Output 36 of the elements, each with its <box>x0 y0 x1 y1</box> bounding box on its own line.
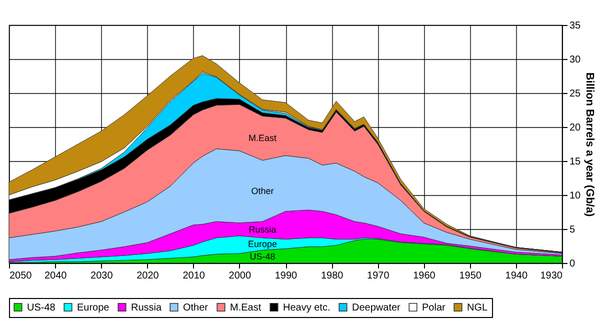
x-tick-label: 1930 <box>540 270 563 282</box>
x-tick-label: 1970 <box>367 270 390 282</box>
legend-label: Polar <box>422 302 446 314</box>
x-tick-label: 1980 <box>320 270 344 282</box>
y-tick-label: 0 <box>570 258 576 270</box>
legend-label: Heavy etc. <box>283 302 330 314</box>
annotation: Russia <box>248 224 276 235</box>
y-tick-label: 5 <box>570 224 576 236</box>
x-tick-label: 1990 <box>274 270 298 282</box>
y-tick-label: 35 <box>570 20 582 32</box>
y-axis-title: Billion Barrels a year (Gb/a) <box>584 72 596 217</box>
y-tick-label: 15 <box>570 156 582 168</box>
x-tick-label: 2010 <box>182 270 206 282</box>
legend-label: Deepwater <box>352 302 402 314</box>
annotation: Other <box>251 186 274 196</box>
annotation: US-48 <box>250 252 276 262</box>
legend-label: Other <box>183 302 209 314</box>
legend-label: M.East <box>230 302 262 314</box>
x-tick-label: 2050 <box>10 270 32 282</box>
x-tick-label: 1960 <box>413 270 436 282</box>
legend-label: NGL <box>467 302 488 314</box>
annotation: M.East <box>248 133 277 144</box>
x-tick-label: 1950 <box>459 270 482 282</box>
x-tick-label: 2030 <box>90 270 114 282</box>
legend-label: Russia <box>131 302 162 314</box>
y-tick-label: 30 <box>570 54 582 66</box>
y-tick-label: 20 <box>570 122 582 134</box>
legend-label: Europe <box>77 302 110 314</box>
x-tick-label: 2020 <box>136 270 160 282</box>
x-tick-label: 1940 <box>505 270 528 282</box>
legend-label: US-48 <box>27 302 56 314</box>
y-tick-label: 10 <box>570 190 582 202</box>
annotation: Europe <box>248 238 277 249</box>
y-tick-label: 25 <box>570 88 582 100</box>
x-tick-label: 2000 <box>228 270 252 282</box>
x-tick-label: 2040 <box>44 270 68 282</box>
